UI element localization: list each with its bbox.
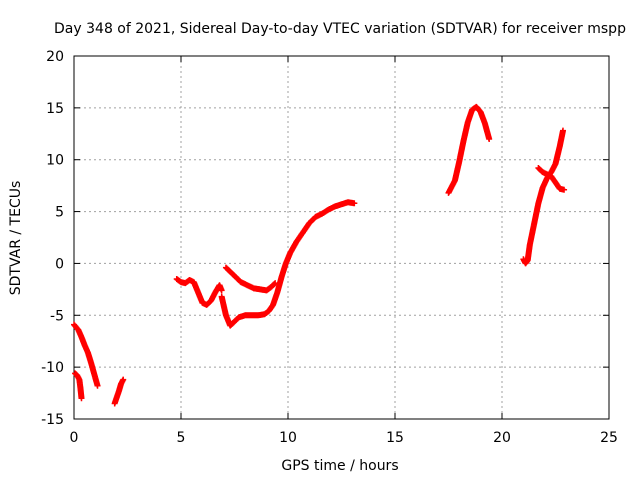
y-tick-label: -10: [41, 360, 64, 376]
data-point: [272, 280, 279, 287]
data-point: [218, 287, 225, 294]
y-tick-label: 10: [46, 153, 64, 169]
axes: 0 5 10 15 20 25 -15 -10 -5 0 5 10 15 20: [41, 49, 618, 446]
x-tick-label: 5: [177, 430, 186, 446]
data-point: [78, 395, 85, 402]
x-tick-label: 15: [386, 430, 404, 446]
x-tick-label: 20: [493, 430, 511, 446]
data-points: [71, 103, 568, 407]
y-tick-label: 20: [46, 49, 64, 65]
y-axis-label: SDTVAR / TECUs: [8, 181, 24, 296]
data-point: [351, 200, 358, 207]
data-point: [271, 280, 278, 287]
y-tick-label: 0: [55, 256, 64, 272]
data-point: [559, 127, 566, 134]
data-point: [120, 376, 127, 383]
x-axis-label: GPS time / hours: [281, 458, 398, 474]
data-point: [94, 382, 101, 389]
y-tick-label: 5: [55, 205, 64, 221]
x-tick-label: 0: [70, 430, 79, 446]
plot-frame: [73, 55, 610, 420]
grid-lines: [74, 56, 609, 419]
chart-title: Day 348 of 2021, Sidereal Day-to-day VTE…: [54, 21, 626, 37]
x-tick-label: 10: [279, 430, 297, 446]
x-tick-label: 25: [600, 430, 618, 446]
y-tick-label: -15: [41, 412, 64, 428]
data-point: [486, 135, 493, 142]
y-tick-label: -5: [50, 308, 64, 324]
data-point: [561, 186, 568, 193]
y-tick-label: 15: [46, 101, 64, 117]
